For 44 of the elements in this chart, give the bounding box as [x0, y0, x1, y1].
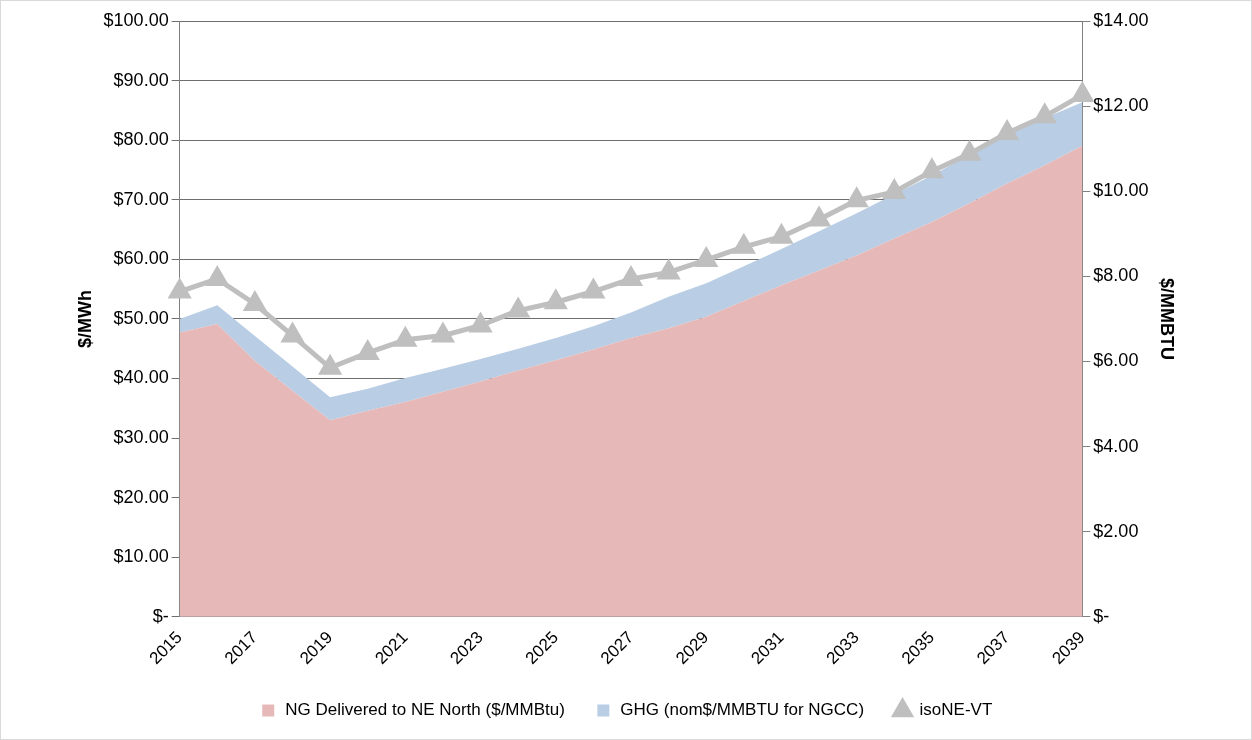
y2-tick-label: $12.00: [1093, 95, 1149, 116]
y-tick-label: $10.00: [113, 546, 169, 567]
point: [206, 267, 228, 286]
y-tick-label: $80.00: [113, 129, 169, 150]
point: [808, 205, 831, 227]
point: [243, 290, 267, 312]
y2-tick-label: $-: [1093, 605, 1110, 626]
point: [1072, 83, 1093, 102]
point: [544, 288, 568, 310]
y2-tick-label: $8.00: [1093, 265, 1139, 286]
legend-label: isoNE-VT: [919, 700, 993, 720]
point: [620, 267, 642, 286]
y2-tick-label: $4.00: [1093, 435, 1139, 456]
y-tick-label: $100.00: [103, 9, 169, 30]
y-tick-label: $40.00: [113, 367, 169, 388]
legend-label: NG Delivered to NE North ($/MMBtu): [285, 700, 565, 720]
y2-axis-title: $/MMBTU: [1157, 277, 1178, 360]
point: [996, 119, 1019, 141]
y-tick-label: $90.00: [113, 69, 169, 90]
legend-label: GHG (nom$/MMBTU for NGCC): [620, 700, 865, 720]
point: [883, 180, 905, 199]
point: [846, 186, 869, 208]
y-tick-label: $20.00: [113, 486, 169, 507]
y-tick-label: $-: [152, 605, 169, 626]
y2-tick-label: $2.00: [1093, 520, 1139, 541]
y2-tick-label: $6.00: [1093, 350, 1139, 371]
point: [357, 341, 379, 360]
y2-tick-label: $10.00: [1093, 180, 1149, 201]
y2-tick-label: $14.00: [1093, 9, 1149, 30]
point: [1034, 102, 1057, 124]
point: [959, 142, 980, 161]
y-tick-label: $50.00: [113, 307, 169, 328]
point: [395, 328, 416, 347]
point: [695, 248, 717, 267]
point: [468, 311, 493, 333]
point: [656, 258, 681, 280]
point: [733, 235, 755, 254]
y-axis-title: $/MWh: [74, 289, 95, 348]
y-tick-label: $30.00: [113, 427, 169, 448]
point: [771, 225, 792, 244]
point: [921, 157, 944, 179]
y-tick-label: $70.00: [113, 188, 169, 209]
y-tick-label: $60.00: [113, 248, 169, 269]
point: [319, 356, 341, 375]
